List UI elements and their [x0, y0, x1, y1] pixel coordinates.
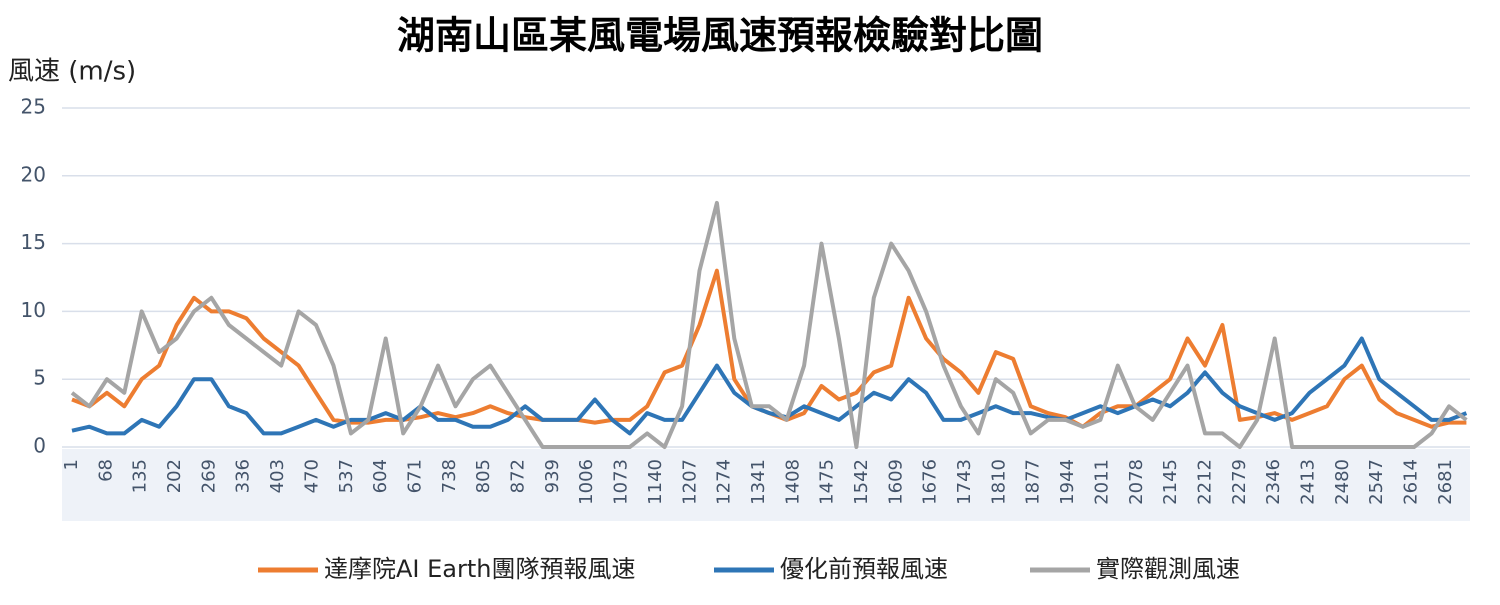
x-tick-label: 604 [370, 459, 391, 493]
x-tick-label: 1006 [576, 459, 597, 505]
x-tick-label: 2078 [1126, 459, 1147, 505]
x-tick-label: 1341 [748, 459, 769, 505]
x-tick-label: 939 [542, 459, 563, 493]
y-tick-label: 0 [33, 434, 46, 458]
x-tick-label: 403 [267, 459, 288, 493]
x-tick-label: 2614 [1401, 459, 1422, 505]
x-tick-label: 1 [61, 459, 82, 470]
x-tick-label: 537 [336, 459, 357, 493]
x-tick-label: 2279 [1229, 459, 1250, 505]
legend-label: 實際觀測風速 [1096, 555, 1240, 583]
x-tick-label: 1475 [817, 459, 838, 505]
x-tick-label: 336 [233, 459, 254, 493]
x-tick-label: 1408 [782, 459, 803, 505]
y-tick-label: 10 [21, 298, 46, 322]
y-axis-label: 風速 (m/s) [8, 57, 136, 87]
legend-label: 優化前預報風速 [780, 555, 948, 583]
y-tick-label: 25 [21, 95, 46, 119]
series-line [71, 336, 1468, 436]
x-tick-label: 805 [473, 459, 494, 493]
y-tick-label: 15 [21, 230, 46, 254]
x-tick-label: 1609 [885, 459, 906, 505]
x-tick-label: 2011 [1091, 459, 1112, 505]
x-tick-label: 1877 [1023, 459, 1044, 505]
x-tick-label: 1743 [954, 459, 975, 505]
x-tick-label: 671 [404, 459, 425, 493]
x-tick-label: 2346 [1263, 459, 1284, 505]
x-tick-label: 2145 [1160, 459, 1181, 505]
x-tick-label: 2681 [1435, 459, 1456, 505]
x-tick-label: 269 [198, 459, 219, 493]
x-tick-label: 872 [508, 459, 529, 493]
y-tick-label: 5 [33, 366, 46, 390]
x-tick-label: 1207 [679, 459, 700, 505]
chart-title: 湖南山區某風電場風速預報檢驗對比圖 [397, 14, 1043, 58]
x-tick-label: 1944 [1057, 459, 1078, 505]
x-tick-label: 738 [439, 459, 460, 493]
x-tick-label: 2212 [1194, 459, 1215, 505]
x-tick-label: 1140 [645, 459, 666, 505]
x-tick-label: 1542 [851, 459, 872, 505]
x-tick-label: 2413 [1298, 459, 1319, 505]
x-tick-label: 1810 [988, 459, 1009, 505]
x-tick-label: 135 [130, 459, 151, 493]
x-tick-label: 1073 [611, 459, 632, 505]
x-tick-label: 1676 [920, 459, 941, 505]
x-tick-label: 2547 [1366, 459, 1387, 505]
y-tick-label: 20 [21, 162, 46, 186]
legend-label: 達摩院AI Earth團隊預報風速 [324, 555, 635, 583]
x-tick-label: 470 [301, 459, 322, 493]
x-tick-label: 202 [164, 459, 185, 493]
series-line [70, 200, 1468, 449]
x-tick-label: 2480 [1332, 459, 1353, 505]
x-tick-label: 1274 [714, 459, 735, 505]
x-tick-label: 68 [95, 459, 116, 482]
series-line [71, 268, 1467, 429]
x-label-band [62, 449, 1470, 521]
